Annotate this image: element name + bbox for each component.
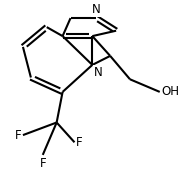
Text: F: F — [15, 129, 21, 142]
Text: N: N — [94, 66, 103, 79]
Text: F: F — [76, 136, 83, 149]
Text: OH: OH — [161, 85, 179, 98]
Text: F: F — [39, 157, 46, 170]
Text: N: N — [92, 3, 101, 16]
